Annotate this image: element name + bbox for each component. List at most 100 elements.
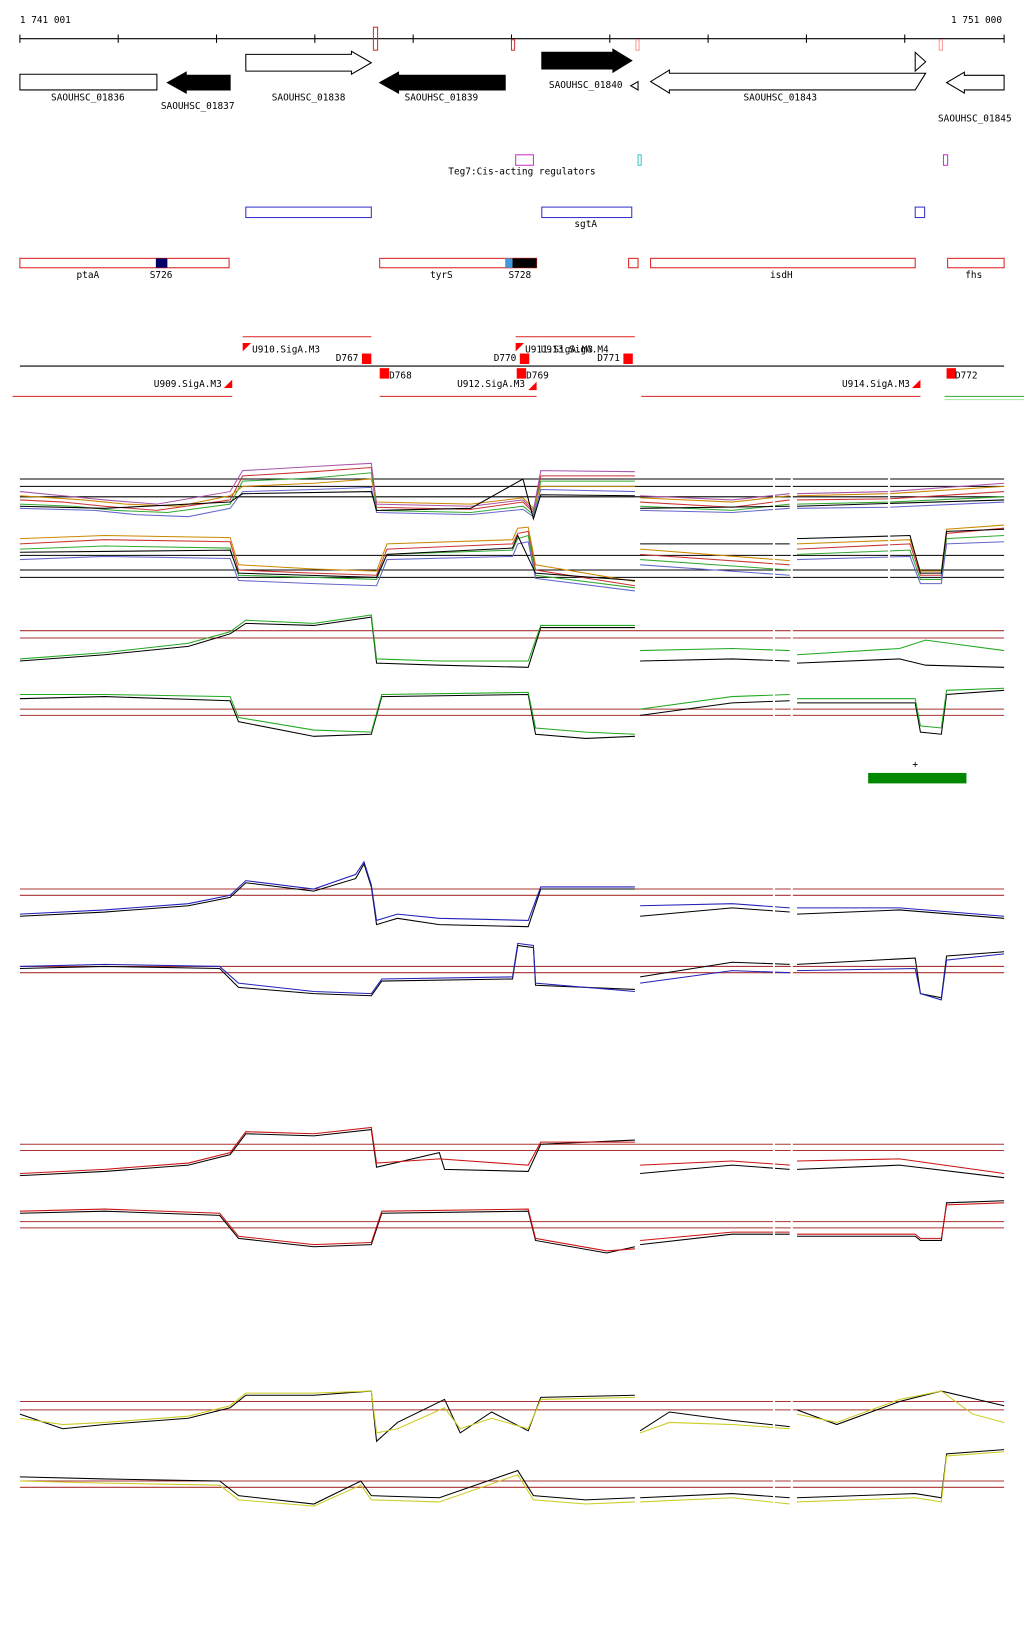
red-feature-boxes xyxy=(19,257,1005,269)
regulator-boxes xyxy=(515,154,949,166)
gap-separators xyxy=(772,460,891,1528)
promoter-flags xyxy=(946,368,956,379)
ruler-marks xyxy=(372,26,943,51)
blue-feature-boxes xyxy=(914,206,926,219)
gene-label: SAOUHSC_01837 xyxy=(161,101,235,112)
expression-trace xyxy=(19,1390,1005,1434)
promoter-flags xyxy=(223,379,233,389)
regulator-boxes xyxy=(515,154,534,166)
gene-label: SAOUHSC_01839 xyxy=(405,92,479,103)
promoter-label: D768 xyxy=(389,371,412,382)
expression-trace xyxy=(19,1390,1005,1443)
red-feature-boxes xyxy=(947,257,1005,269)
marker-bar xyxy=(868,772,967,784)
promoter-flags xyxy=(223,343,956,391)
gene-arrows xyxy=(378,71,506,94)
promoter-label: D770 xyxy=(494,353,517,364)
gene-label: SAOUHSC_01840 xyxy=(549,80,623,91)
expression-trace xyxy=(19,862,1005,928)
gene-arrows xyxy=(914,51,927,73)
promoter-label: U913.SigA.M4 xyxy=(541,344,609,355)
promoter-flags xyxy=(242,343,252,352)
promoter-flags xyxy=(528,381,537,391)
promoter-label: U911.SigA.M3 xyxy=(525,344,593,355)
promoter-label: D772 xyxy=(955,371,978,382)
promoter-label: U912.SigA.M3 xyxy=(457,379,525,390)
promoter-label: D771 xyxy=(597,353,620,364)
gene-arrows xyxy=(945,71,1005,95)
gene-arrows xyxy=(19,73,158,91)
gene-label: SAOUHSC_01843 xyxy=(743,92,817,103)
red-feature-fills xyxy=(512,258,537,268)
reference-lines xyxy=(19,888,1005,974)
expression-trace xyxy=(19,1451,1005,1507)
red-feature-boxes xyxy=(628,257,639,269)
promoter-flags xyxy=(516,368,527,379)
promoter-label: D767 xyxy=(336,353,359,364)
red-feature-fills xyxy=(155,258,537,268)
expression-traces xyxy=(19,1126,1005,1254)
ruler-label: 1 751 000 xyxy=(951,15,1002,26)
promoter-label: U914.SigA.M3 xyxy=(842,379,910,390)
regulator-label: Teg7:Cis-acting regulators xyxy=(448,167,595,178)
red-feature-fills xyxy=(505,258,513,268)
gene-label: SAOUHSC_01836 xyxy=(51,92,125,103)
promoter-flags xyxy=(361,353,372,364)
gene-arrows xyxy=(166,71,231,94)
gene-arrows xyxy=(245,50,373,76)
feature-label: sgtA xyxy=(574,219,597,230)
regulator-boxes xyxy=(942,154,949,166)
feature-label: ptaA xyxy=(77,270,100,281)
promoter-flags xyxy=(519,353,530,364)
blue-feature-boxes xyxy=(245,206,372,219)
reference-lines xyxy=(19,478,1005,578)
expression-trace xyxy=(19,616,1005,668)
ruler-marks xyxy=(372,26,379,51)
expression-trace xyxy=(19,687,1005,735)
expression-trace xyxy=(19,534,1005,589)
expression-trace xyxy=(19,1126,1005,1175)
promoter-label: D769 xyxy=(526,371,549,382)
ruler-marks xyxy=(635,39,640,51)
promoter-flags xyxy=(912,379,921,389)
regulator-boxes xyxy=(637,154,642,166)
expression-traces xyxy=(19,1390,1005,1507)
reference-lines xyxy=(19,630,1005,716)
expression-trace xyxy=(19,1129,1005,1179)
red-feature-boxes xyxy=(650,257,916,269)
feature-label: tyrS xyxy=(430,270,453,281)
expression-trace xyxy=(19,541,1005,592)
expression-trace xyxy=(19,528,1005,582)
gene-arrows xyxy=(541,48,633,74)
expression-trace xyxy=(19,1202,1005,1252)
marker-label: + xyxy=(912,760,918,771)
gene-label: SAOUHSC_01838 xyxy=(272,92,346,103)
feature-label: isdH xyxy=(770,270,793,281)
gene-arrows xyxy=(649,69,927,95)
expression-trace xyxy=(19,689,1005,739)
expression-trace xyxy=(19,1200,1005,1254)
expression-trace xyxy=(19,527,1005,587)
expression-traces xyxy=(19,462,1005,592)
feature-label: S726 xyxy=(150,270,173,281)
red-feature-fills xyxy=(155,258,168,268)
blue-feature-boxes xyxy=(245,206,926,219)
expression-trace xyxy=(19,942,1005,1001)
reference-lines xyxy=(19,1143,1005,1229)
red-feature-boxes xyxy=(19,257,230,269)
blue-feature-boxes xyxy=(541,206,633,219)
promoter-lines xyxy=(12,336,1024,401)
expression-traces xyxy=(19,614,1005,739)
ruler-marks xyxy=(510,39,516,51)
ruler-label: 1 741 001 xyxy=(20,15,71,26)
feature-label: S728 xyxy=(509,270,532,281)
feature-label: fhs xyxy=(965,270,982,281)
gene-label: SAOUHSC_01845 xyxy=(938,113,1012,124)
expression-trace xyxy=(19,614,1005,662)
promoter-label: U909.SigA.M3 xyxy=(154,379,222,390)
ruler-ticks xyxy=(19,34,1005,43)
expression-traces xyxy=(19,860,1005,1001)
gene-arrows xyxy=(19,48,1005,95)
